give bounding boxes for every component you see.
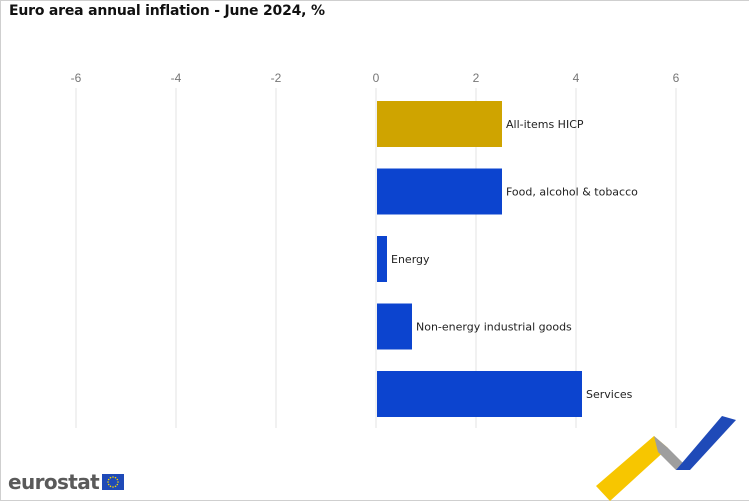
eu-flag-icon <box>102 474 125 490</box>
flag-star-icon <box>114 485 117 488</box>
bar <box>377 168 502 215</box>
chart-title: Euro area annual inflation - June 2024, … <box>9 3 325 19</box>
flag-star-icon <box>108 483 110 486</box>
bar-category-label: Services <box>586 388 633 401</box>
flag-star-icon <box>116 478 119 481</box>
flag-star-icon <box>112 486 114 488</box>
bar <box>377 236 387 282</box>
bar <box>377 371 582 417</box>
x-tick-label: -6 <box>71 71 82 85</box>
x-tick-label: 6 <box>673 71 680 85</box>
flag-star-icon <box>109 476 112 479</box>
flag-star-icon <box>109 485 112 488</box>
x-tick-label: -2 <box>271 71 282 85</box>
bar <box>377 303 412 350</box>
bar-category-label: Energy <box>391 253 430 266</box>
bar-category-label: Non-energy industrial goods <box>416 321 572 334</box>
x-tick-label: -4 <box>171 71 182 85</box>
bar <box>377 101 502 147</box>
eurostat-logo: eurostat <box>8 470 125 494</box>
flag-star-icon <box>112 476 114 478</box>
logo-text: eurostat <box>8 470 100 494</box>
bar-category-label: Food, alcohol & tobacco <box>506 186 638 199</box>
flag-star-icon <box>108 478 110 481</box>
x-tick-label: 4 <box>573 71 580 85</box>
decorative-chevron-graphic <box>596 416 736 501</box>
flag-star-icon <box>107 481 109 483</box>
flag-star-icon <box>117 481 119 483</box>
flag-star-icon <box>116 483 119 486</box>
flag-star-icon <box>114 476 117 479</box>
x-tick-label: 2 <box>473 71 480 85</box>
bar-category-label: All-items HICP <box>506 118 584 131</box>
x-tick-label: 0 <box>373 71 380 85</box>
